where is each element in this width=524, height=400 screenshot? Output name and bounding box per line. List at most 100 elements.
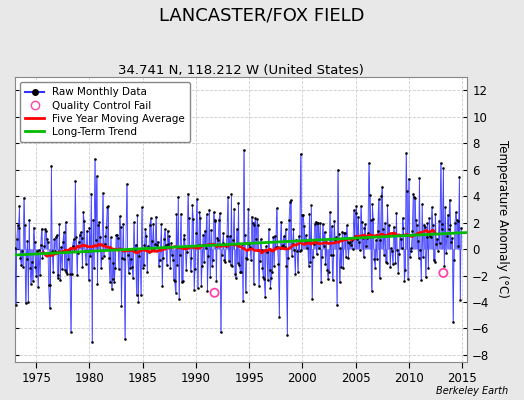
Point: [380, 252, 388, 258]
Point: [199, 232, 207, 238]
Point: [375, 275, 384, 281]
Point: [52, 232, 61, 238]
Point: [265, 267, 274, 273]
Point: [227, 191, 236, 198]
Point: [74, 250, 82, 256]
Point: [286, 199, 294, 205]
Point: [453, 217, 461, 224]
Point: [372, 236, 380, 243]
Point: [114, 234, 122, 241]
Point: [358, 234, 367, 241]
Point: [343, 222, 351, 228]
Point: [91, 156, 99, 162]
Point: [257, 246, 266, 253]
Point: [163, 228, 172, 234]
Point: [164, 241, 172, 247]
Point: [225, 233, 234, 239]
Point: [321, 261, 330, 267]
Point: [230, 206, 238, 212]
Point: [434, 248, 442, 254]
Point: [310, 241, 318, 247]
Point: [30, 239, 39, 245]
Point: [194, 242, 203, 248]
Point: [78, 235, 86, 241]
Point: [417, 276, 425, 283]
Point: [210, 290, 219, 296]
Point: [130, 247, 139, 254]
Point: [367, 288, 376, 294]
Point: [253, 216, 261, 222]
Point: [315, 245, 323, 252]
Point: [43, 239, 52, 245]
Point: [225, 257, 233, 264]
Point: [65, 247, 73, 253]
Point: [197, 282, 205, 289]
Point: [397, 236, 405, 242]
Point: [41, 226, 49, 232]
Point: [156, 257, 164, 263]
Point: [409, 191, 418, 197]
Point: [174, 194, 182, 200]
Point: [196, 214, 204, 221]
Point: [381, 259, 390, 266]
Point: [228, 263, 236, 269]
Point: [63, 271, 71, 277]
Point: [301, 240, 309, 246]
Point: [412, 217, 420, 224]
Point: [357, 219, 366, 225]
Point: [282, 262, 291, 269]
Text: LANCASTER/FOX FIELD: LANCASTER/FOX FIELD: [159, 6, 365, 24]
Point: [166, 264, 174, 271]
Point: [264, 277, 272, 284]
Point: [142, 232, 150, 239]
Point: [212, 278, 221, 284]
Point: [223, 232, 231, 239]
Point: [420, 222, 428, 228]
Point: [406, 254, 414, 260]
Point: [403, 276, 412, 282]
Point: [67, 328, 75, 335]
Point: [311, 220, 319, 227]
Point: [431, 210, 440, 217]
Point: [289, 226, 298, 232]
Point: [362, 243, 370, 250]
Y-axis label: Temperature Anomaly (°C): Temperature Anomaly (°C): [496, 140, 509, 298]
Point: [401, 267, 409, 273]
Point: [215, 217, 223, 224]
Point: [54, 271, 63, 278]
Point: [28, 278, 37, 284]
Point: [15, 202, 24, 209]
Point: [329, 252, 337, 258]
Point: [411, 195, 419, 201]
Point: [262, 243, 270, 250]
Point: [298, 212, 307, 218]
Point: [394, 269, 402, 276]
Point: [429, 222, 437, 229]
Point: [21, 300, 30, 306]
Point: [340, 230, 348, 236]
Point: [53, 275, 62, 281]
Point: [97, 265, 105, 272]
Point: [217, 252, 226, 258]
Point: [259, 274, 268, 281]
Point: [302, 232, 310, 238]
Point: [113, 232, 121, 238]
Point: [368, 201, 377, 207]
Point: [193, 196, 201, 203]
Point: [214, 236, 222, 243]
Point: [108, 276, 117, 283]
Point: [68, 271, 76, 278]
Point: [124, 270, 133, 276]
Point: [221, 259, 230, 265]
Point: [222, 243, 230, 249]
Point: [115, 213, 124, 220]
Point: [352, 203, 361, 209]
Point: [234, 200, 243, 206]
Point: [407, 244, 416, 251]
Point: [24, 299, 32, 305]
Point: [109, 260, 117, 266]
Point: [83, 248, 92, 254]
Point: [84, 277, 93, 283]
Point: [319, 220, 327, 227]
Point: [407, 248, 415, 254]
